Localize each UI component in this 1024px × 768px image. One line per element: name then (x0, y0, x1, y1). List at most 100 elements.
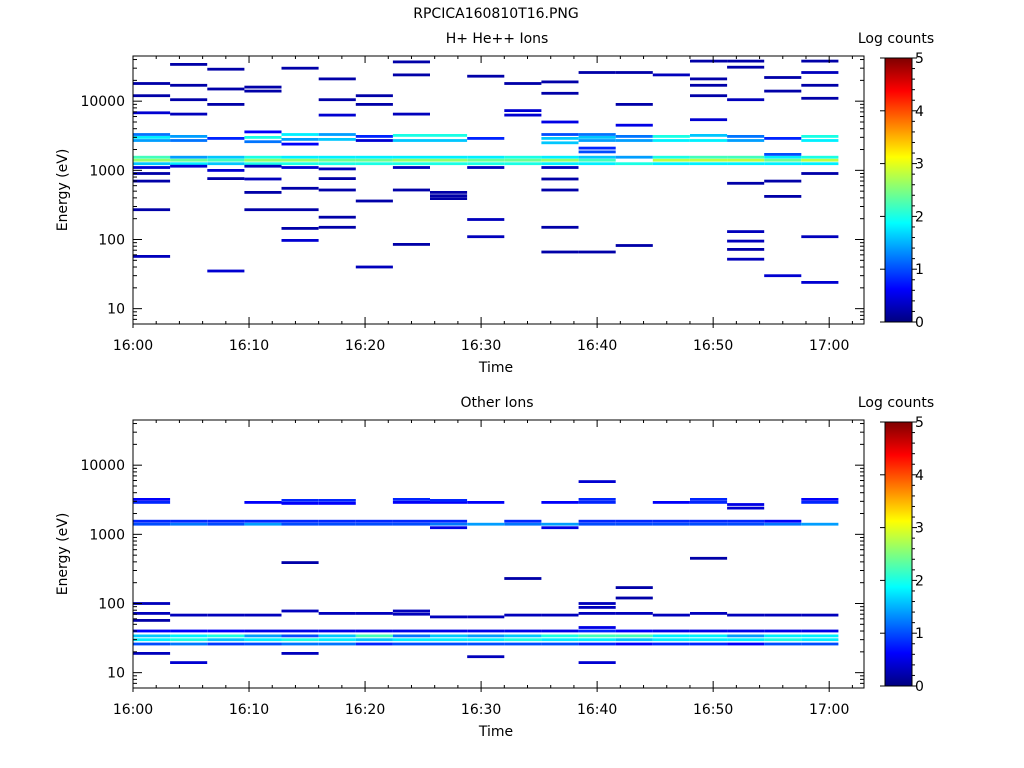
heatmap-cell (541, 137, 579, 140)
heatmap-cell (504, 82, 542, 85)
x-tick-label: 16:20 (345, 702, 385, 718)
heatmap-cell (615, 638, 653, 642)
heatmap-cell (801, 59, 839, 63)
heatmap-cell (133, 179, 171, 183)
heatmap-cell (690, 94, 728, 98)
heatmap-cell (690, 59, 728, 63)
heatmap-cell (133, 602, 171, 605)
heatmap-cell (727, 503, 765, 506)
heatmap-cell (467, 235, 505, 239)
heatmap-cell (764, 522, 802, 526)
heatmap-cell (170, 642, 208, 646)
colorbar-tick-label: 4 (915, 104, 924, 120)
heatmap-cell (133, 94, 171, 98)
heatmap-cell (578, 146, 616, 150)
heatmap-cell (578, 661, 616, 664)
heatmap-cell (318, 77, 356, 81)
heatmap-cell (355, 139, 393, 142)
heatmap-cell (652, 135, 690, 138)
heatmap-cell (727, 155, 765, 159)
heatmap-cell (430, 499, 468, 502)
heatmap-cell (467, 638, 505, 642)
x-tick-label: 16:40 (577, 702, 617, 718)
heatmap-cell (578, 606, 616, 609)
heatmap-cell (133, 501, 171, 504)
heatmap-cell (392, 139, 430, 142)
heatmap-cell (615, 135, 653, 138)
heatmap-cell (318, 155, 356, 159)
heatmap-cell (281, 66, 319, 70)
heatmap-cell (467, 166, 505, 169)
heatmap-cell (727, 522, 765, 526)
heatmap-cell (652, 158, 690, 162)
heatmap-cell (727, 98, 765, 102)
heatmap-cell (392, 522, 430, 526)
heatmap-cell (244, 638, 282, 642)
heatmap-cell (355, 155, 393, 159)
x-tick-label: 16:00 (113, 338, 153, 354)
heatmap-cell (207, 177, 245, 180)
heatmap-cell (392, 612, 430, 616)
heatmap-cell (541, 155, 579, 159)
heatmap-cell (281, 499, 319, 502)
heatmap-cell (504, 629, 542, 633)
heatmap-cell (801, 642, 839, 646)
heatmap-cell (133, 642, 171, 646)
heatmap-cell (392, 638, 430, 642)
heatmap-cell (801, 71, 839, 74)
heatmap-cell (392, 60, 430, 64)
heatmap-cell (615, 155, 653, 159)
heatmap-cell (430, 519, 468, 523)
heatmap-cell (318, 642, 356, 646)
heatmap-cell (801, 83, 839, 87)
heatmap-cell (355, 265, 393, 269)
heatmap-cell (281, 186, 319, 190)
heatmap-cell (133, 619, 171, 622)
heatmap-cell (170, 519, 208, 523)
heatmap-cell (541, 613, 579, 617)
heatmap-cell (244, 634, 282, 638)
heatmap-cell (281, 227, 319, 230)
colorbar-tick-label: 3 (915, 521, 924, 537)
heatmap-cell (578, 250, 616, 254)
heatmap-cell (281, 166, 319, 169)
heatmap-cell (430, 638, 468, 642)
heatmap-cell (541, 158, 579, 162)
heatmap-cell (170, 63, 208, 66)
heatmap-cell (764, 629, 802, 633)
heatmap-cell (467, 501, 505, 504)
colorbar-tick-label: 1 (915, 626, 924, 642)
heatmap-cell (541, 166, 579, 169)
colorbar (884, 57, 913, 323)
heatmap-cell (467, 522, 505, 526)
heatmap-cell (615, 634, 653, 638)
heatmap-cell (578, 498, 616, 501)
x-axis: 16:00 16:10 16:20 16:30 16:40 16:50 17:00 (113, 56, 853, 354)
heatmap-cell (133, 255, 171, 258)
heatmap-cell (318, 113, 356, 117)
heatmap-cell (355, 162, 393, 166)
heatmap-cell (244, 164, 282, 168)
heatmap-cell (652, 519, 690, 523)
heatmap-cell (392, 498, 430, 501)
x-tick-label: 17:00 (809, 338, 849, 354)
heatmap-cell (170, 139, 208, 142)
heatmap-cell (281, 502, 319, 505)
heatmap-cell (764, 195, 802, 198)
heatmap-cell (133, 638, 171, 642)
heatmap-cell (801, 281, 839, 284)
heatmap-cell (244, 519, 282, 523)
heatmap-cell (727, 519, 765, 523)
panel-h-he-ions: H+ He++ Ions Log counts Time Energy (eV)… (55, 31, 934, 376)
heatmap-cell (541, 250, 579, 254)
heatmap-cell (578, 139, 616, 142)
heatmap-cell (764, 153, 802, 156)
heatmap-cell (133, 133, 171, 136)
heatmap-cell (690, 522, 728, 526)
heatmap-cell (355, 103, 393, 106)
heatmap-cell (504, 634, 542, 638)
heatmap-cell (392, 629, 430, 633)
heatmap-cell (801, 172, 839, 175)
heatmap-cell (727, 629, 765, 633)
